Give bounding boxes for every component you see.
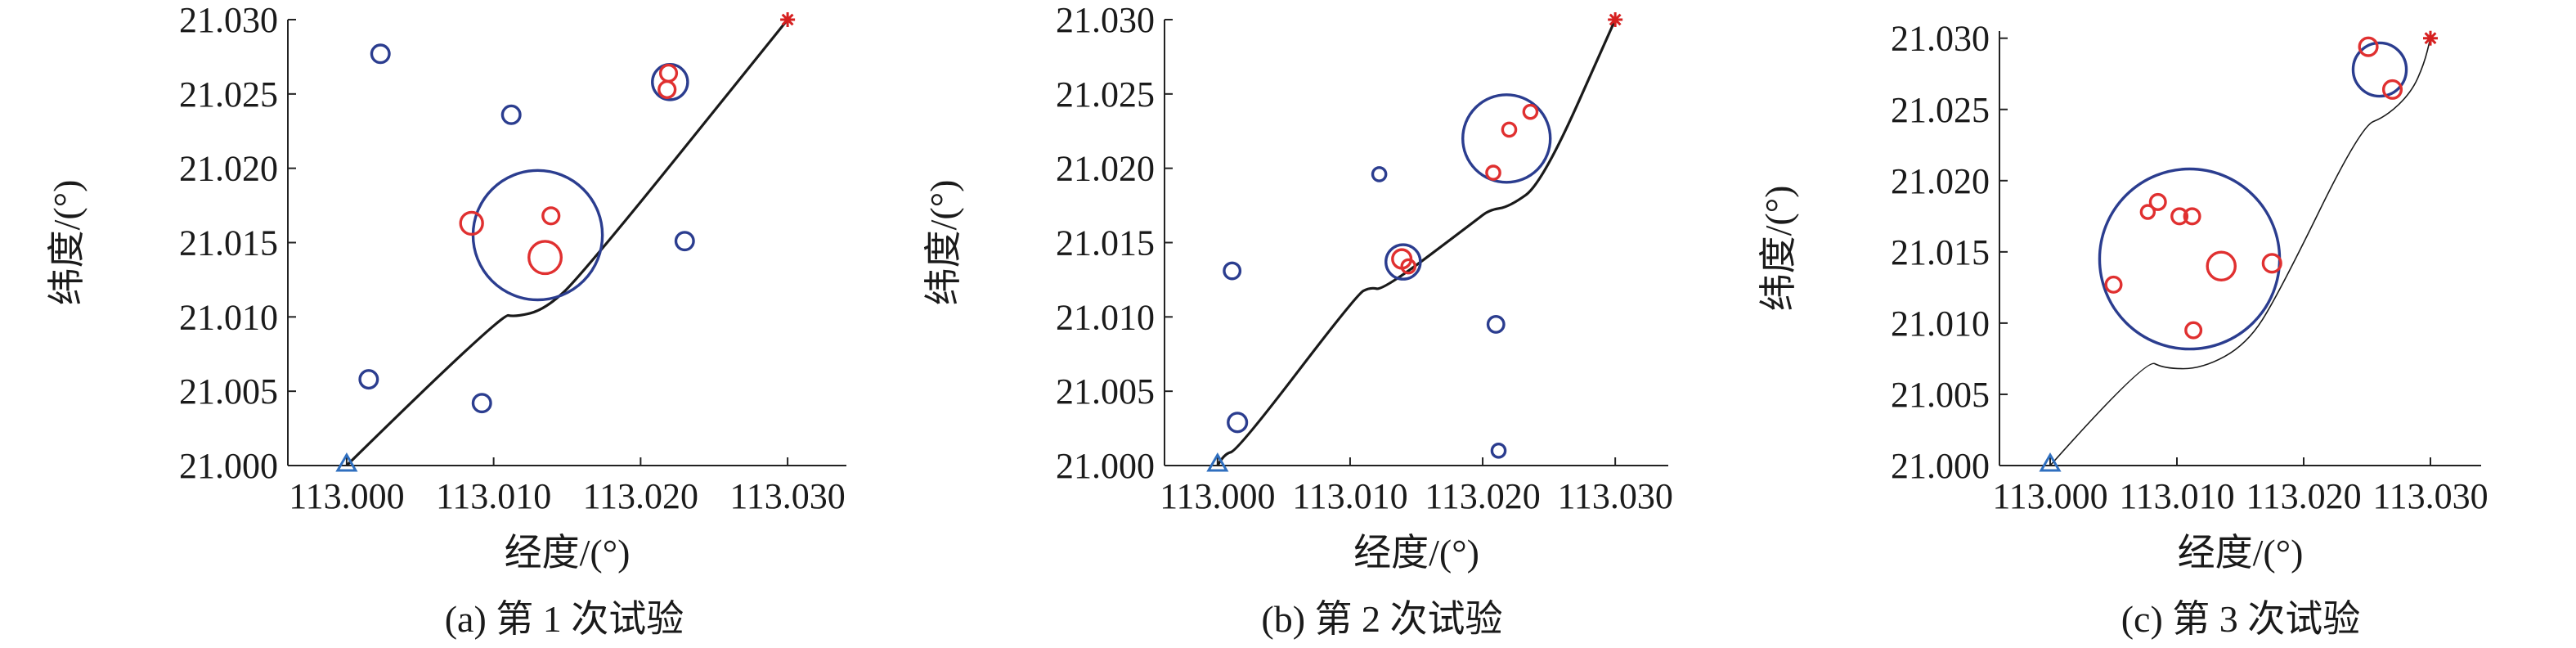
red-obstacle-circle — [1485, 164, 1501, 181]
panel-trial-1: 21.000 21.005 21.010 21.015 21.020 21.025 21.0… — [46, 0, 846, 640]
goal-marker-star — [780, 12, 796, 27]
panel-caption: (a) 第 1 次试验 — [445, 598, 684, 640]
x-tick-label: 113.000 — [1992, 476, 2107, 516]
red-obstacle-circle — [658, 63, 679, 83]
y-tick-label: 21.030 — [1056, 0, 1155, 40]
y-tick-label: 21.010 — [179, 297, 278, 337]
red-obstacle-circle — [2170, 207, 2189, 226]
y-tick-label: 21.005 — [179, 371, 278, 412]
y-tick-label: 21.000 — [179, 446, 278, 486]
red-obstacle-circle — [2358, 36, 2379, 57]
goal-star-stroke — [2424, 32, 2437, 45]
start-marker-triangle — [1206, 452, 1229, 472]
red-obstacle-circle — [459, 210, 484, 236]
y-tick-label: 21.030 — [1891, 19, 1990, 59]
red-obstacle-circle — [2139, 204, 2156, 220]
blue-obstacle-circle — [471, 169, 604, 302]
red-obstacle-circle — [2183, 207, 2201, 226]
blue-obstacle-circle — [1384, 243, 1422, 281]
red-obstacle-circle — [541, 206, 561, 226]
goal-star-stroke — [1609, 13, 1622, 26]
planned-path — [345, 18, 789, 467]
y-tick-label: 21.000 — [1891, 446, 1990, 486]
panel-trial-2: 21.000 21.005 21.010 21.015 21.020 21.025 21.0… — [922, 0, 1673, 640]
x-tick-label: 113.030 — [1557, 476, 1672, 516]
x-tick-label: 113.020 — [1425, 476, 1540, 516]
red-obstacle-circle — [2261, 253, 2282, 274]
x-tick-label: 113.000 — [1160, 476, 1275, 516]
x-axis-label: 经度/(°) — [505, 532, 631, 574]
red-obstacle-circle — [1501, 121, 1518, 138]
x-tick-label: 113.030 — [2372, 476, 2488, 516]
blue-obstacle-circle — [2351, 41, 2408, 98]
y-tick-label: 21.025 — [1891, 90, 1990, 130]
blue-obstacle-circle — [1227, 412, 1249, 434]
start-marker-triangle — [2039, 452, 2062, 472]
y-axis-label: 纬度/(°) — [1757, 186, 1799, 312]
red-obstacle-circle — [527, 240, 563, 276]
blue-obstacle-circle — [674, 231, 695, 252]
y-tick-label: 21.015 — [1891, 232, 1990, 272]
red-obstacle-circle — [1400, 258, 1417, 275]
blue-obstacle-circle — [500, 104, 522, 125]
y-axis-label: 纬度/(°) — [922, 180, 964, 306]
blue-obstacle-circle — [370, 43, 391, 65]
blue-obstacle-circle — [471, 393, 492, 414]
blue-obstacle-circle — [1486, 314, 1506, 334]
blue-obstacle-circle — [1490, 443, 1507, 459]
y-axis-label: 纬度/(°) — [46, 180, 88, 306]
x-tick-label: 113.020 — [2246, 476, 2361, 516]
blue-obstacle-circle — [1461, 93, 1552, 184]
y-tick-label: 21.005 — [1891, 375, 1990, 415]
red-obstacle-circle — [2104, 275, 2123, 294]
red-obstacle-circle — [2381, 79, 2403, 100]
y-tick-label: 21.020 — [179, 149, 278, 189]
blue-obstacle-circle — [358, 369, 379, 390]
planned-path — [1216, 19, 1617, 466]
y-tick-label: 21.020 — [1891, 161, 1990, 201]
y-tick-label: 21.020 — [1056, 149, 1155, 189]
blue-obstacle-circle — [2098, 167, 2282, 351]
x-axis-label: 经度/(°) — [1353, 532, 1479, 574]
red-obstacle-circle — [657, 79, 677, 99]
x-tick-label: 113.010 — [1292, 476, 1407, 516]
y-tick-label: 21.030 — [179, 0, 278, 40]
red-obstacle-circle — [2184, 321, 2203, 340]
y-tick-label: 21.010 — [1891, 304, 1990, 344]
blue-obstacle-circle — [1223, 261, 1242, 281]
x-tick-label: 113.020 — [583, 476, 698, 516]
goal-star-stroke — [781, 13, 794, 26]
goal-marker-star — [1608, 12, 1623, 27]
planned-path — [2049, 38, 2431, 466]
red-obstacle-circle — [1522, 103, 1539, 120]
y-tick-label: 21.015 — [179, 223, 278, 263]
panel-caption: (c) 第 3 次试验 — [2121, 598, 2361, 640]
y-tick-label: 21.025 — [179, 74, 278, 115]
x-tick-label: 113.000 — [289, 476, 404, 516]
x-tick-label: 113.030 — [729, 476, 845, 516]
red-obstacle-circle — [2148, 192, 2167, 211]
y-tick-label: 21.025 — [1056, 74, 1155, 115]
goal-marker-star — [2423, 30, 2438, 46]
panel-trial-3: 21.000 21.005 21.010 21.015 21.020 21.025 21.0… — [1757, 19, 2488, 640]
y-tick-label: 21.010 — [1056, 297, 1155, 337]
y-tick-label: 21.005 — [1056, 371, 1155, 412]
x-tick-label: 113.010 — [436, 476, 551, 516]
x-axis-label: 经度/(°) — [2178, 532, 2304, 574]
red-obstacle-circle — [2206, 250, 2237, 282]
y-tick-label: 21.000 — [1056, 446, 1155, 486]
y-tick-label: 21.015 — [1056, 223, 1155, 263]
start-marker-triangle — [335, 452, 358, 472]
panel-caption: (b) 第 2 次试验 — [1261, 598, 1502, 640]
blue-obstacle-circle — [1371, 166, 1388, 182]
x-tick-label: 113.010 — [2119, 476, 2234, 516]
